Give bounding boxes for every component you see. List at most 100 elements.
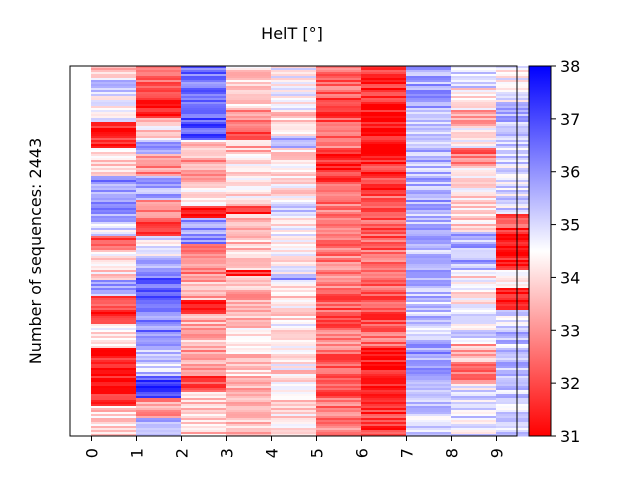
heatmap-cell [361,392,406,395]
heatmap-cell [271,212,316,215]
plot-frame [69,65,518,437]
heatmap-cell [181,230,226,233]
heatmap-cell [226,124,271,127]
heatmap-cell [406,432,451,435]
heatmap-cell [91,104,136,107]
heatmap-cell [316,110,361,113]
heatmap-cell [316,368,361,371]
heatmap-cell [451,146,496,149]
heatmap-cell [226,116,271,119]
heatmap-cell [496,362,541,365]
heatmap-cell [316,90,361,93]
heatmap-cell [451,336,496,339]
heatmap-cell [496,68,541,71]
heatmap-cell [316,356,361,359]
heatmap-cell [91,400,136,403]
heatmap-cell [181,362,226,365]
heatmap-cell [406,142,451,145]
heatmap-cell [316,372,361,375]
heatmap-cell [316,314,361,317]
heatmap-cell [406,150,451,153]
heatmap-cell [226,228,271,231]
heatmap-cell [316,256,361,259]
heatmap-cell [181,202,226,205]
heatmap-cell [136,192,181,195]
x-tick-label: 6 [353,448,372,458]
heatmap-cell [226,258,271,261]
heatmap-cell [136,112,181,115]
heatmap-cell [271,84,316,87]
heatmap-cell [271,102,316,105]
heatmap-cell [316,392,361,395]
heatmap-cell [361,108,406,111]
heatmap-cell [361,296,406,299]
heatmap-cell [496,70,541,73]
heatmap-cell [91,348,136,351]
heatmap-cell [451,408,496,411]
heatmap-cell [271,388,316,391]
heatmap-cell [316,220,361,223]
heatmap-cell [316,248,361,251]
heatmap-cell [361,238,406,241]
heatmap-cell [136,106,181,109]
heatmap-cell [226,394,271,397]
heatmap-cell [136,420,181,423]
heatmap-cell [451,198,496,201]
heatmap-cell [136,132,181,135]
heatmap-cell [496,246,541,249]
colorbar-tick-label: 36 [560,163,580,182]
heatmap-cell [271,234,316,237]
heatmap-cell [91,252,136,255]
heatmap-cell [181,252,226,255]
heatmap-cell [361,246,406,249]
heatmap-cell [271,306,316,309]
heatmap-cell [136,120,181,123]
heatmap-cell [226,150,271,153]
heatmap-cell [136,136,181,139]
heatmap-cell [226,96,271,99]
heatmap-cell [361,262,406,265]
heatmap-cell [91,162,136,165]
heatmap-cell [181,170,226,173]
heatmap-cell [136,66,181,69]
heatmap-cell [496,350,541,353]
heatmap-cells [91,66,541,437]
heatmap-cell [91,118,136,121]
heatmap-cell [316,204,361,207]
heatmap-cell [361,348,406,351]
heatmap-cell [226,138,271,141]
heatmap-cell [361,326,406,329]
heatmap-cell [496,258,541,261]
heatmap-cell [361,158,406,161]
heatmap-cell [496,92,541,95]
heatmap-cell [226,418,271,421]
heatmap-cell [136,306,181,309]
heatmap-cell [181,108,226,111]
heatmap-cell [496,334,541,337]
heatmap-cell [406,370,451,373]
heatmap-cell [226,304,271,307]
heatmap-cell [361,260,406,263]
heatmap-cell [271,376,316,379]
heatmap-cell [226,316,271,319]
heatmap-cell [181,70,226,73]
heatmap-cell [451,392,496,395]
heatmap-cell [136,400,181,403]
heatmap-cell [451,152,496,155]
heatmap-cell [181,308,226,311]
heatmap-cell [226,260,271,263]
heatmap-cell [496,356,541,359]
heatmap-cell [181,154,226,157]
heatmap-cell [316,106,361,109]
heatmap-cell [271,348,316,351]
heatmap-cell [91,116,136,119]
heatmap-cell [91,124,136,127]
heatmap-cell [91,366,136,369]
heatmap-cell [496,138,541,141]
heatmap-cell [226,280,271,283]
heatmap-cell [136,232,181,235]
heatmap-cell [406,274,451,277]
heatmap-cell [451,290,496,293]
heatmap-cell [226,350,271,353]
heatmap-cell [496,140,541,143]
